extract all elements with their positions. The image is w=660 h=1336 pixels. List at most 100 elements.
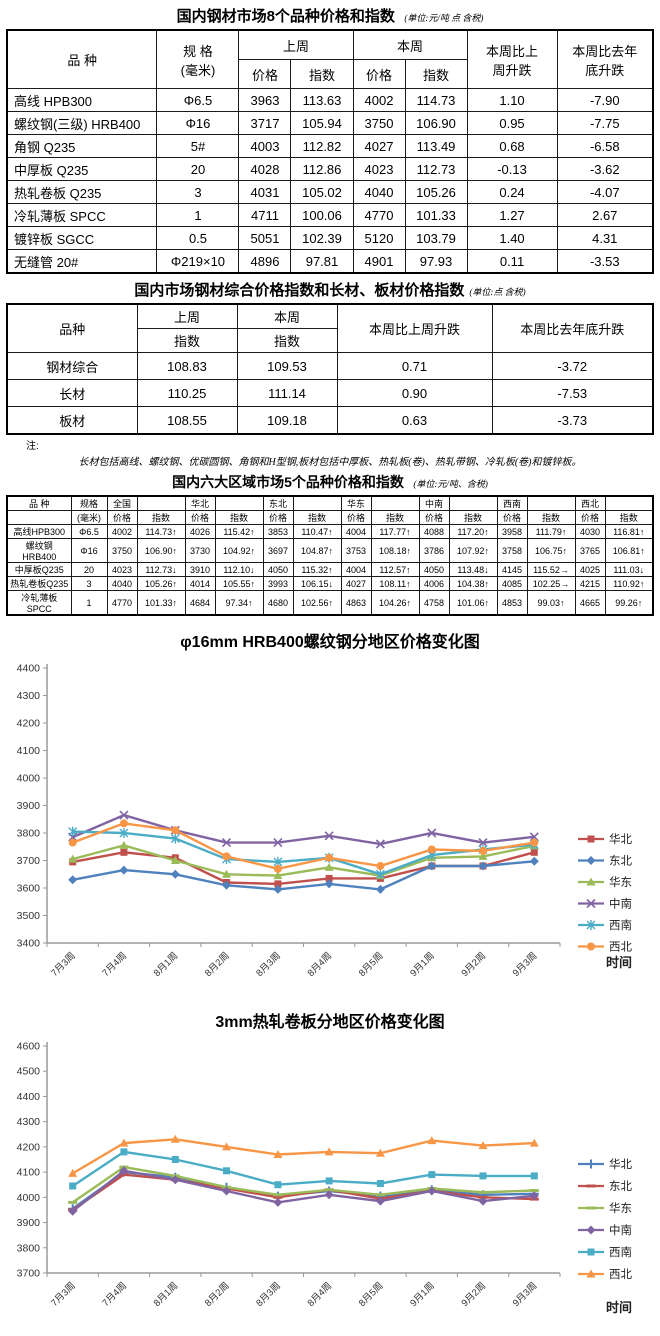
series-line (72, 1173, 535, 1211)
marker-square (223, 1167, 230, 1175)
marker-square (120, 1148, 128, 1156)
legend-label: 华北 (609, 832, 632, 846)
table-cell: 2.67 (556, 203, 654, 227)
marker-diamond (324, 879, 334, 889)
table-cell: 102.25→ (526, 576, 576, 591)
marker-circle (171, 826, 180, 835)
marker-diamond (273, 884, 283, 894)
marker-square (479, 1172, 487, 1180)
marker-diamond (170, 1175, 180, 1185)
table-cell: 107.92↑ (448, 538, 498, 563)
table-row: 指数 指数 (7, 328, 653, 353)
x-tick-label: 8月2周 (203, 1280, 232, 1309)
table-cell: 105.94 (290, 111, 354, 135)
series-line (72, 844, 535, 877)
table-cell: 角钢 Q235 (6, 134, 158, 158)
marker-circle (376, 862, 385, 870)
table-cell: 104.38↑ (448, 576, 498, 591)
table-cell: 4023 (106, 562, 138, 577)
marker-square (428, 1171, 436, 1179)
series-line (71, 1169, 535, 1213)
table-row: 螺纹钢(三级) HRB400 Φ16 3717 105.94 3750 106.90 0.9… (6, 111, 654, 135)
table-cell: 108.18↑ (370, 538, 420, 563)
marker-diamond (529, 1191, 539, 1201)
table-cell: 热轧卷板 Q235 (6, 180, 158, 204)
table-cell: 4770 (352, 203, 406, 227)
marker-square (325, 1177, 333, 1185)
table-cell: 109.53 (236, 352, 338, 380)
x-tick-label: 8月1周 (152, 950, 181, 979)
table-cell: 105.26↑ (136, 576, 186, 591)
table-cell: 4026 (184, 524, 216, 539)
table-cell: 108.83 (136, 352, 238, 380)
marker-triangle (170, 1134, 180, 1143)
table-row: 板材 108.55 109.18 0.63 -3.73 (6, 406, 654, 435)
marker-circle (325, 853, 334, 862)
x-axis-title: 时间 (606, 1300, 632, 1315)
series-line (72, 822, 535, 871)
table-cell: 指数 (526, 510, 576, 525)
marker-triangle (222, 869, 231, 878)
table-cell: 113.63 (290, 88, 354, 112)
table-cell: 0.63 (336, 406, 493, 435)
series-line (72, 1165, 535, 1204)
marker-circle (587, 942, 595, 951)
y-tick-label: 3900 (17, 800, 41, 812)
series-西北 (68, 1134, 539, 1177)
legend-label: 西北 (609, 1268, 632, 1281)
marker-x (375, 839, 385, 849)
table-cell (214, 495, 264, 511)
table-cell: 4050 (418, 562, 450, 577)
table-cell: 4025 (574, 562, 606, 577)
marker-x (586, 898, 596, 909)
table-cell: 106.90 (404, 111, 468, 135)
table-header: 品 种规格 全国 华北 东北 华东 中南 西南 西北 (毫米) 价格 指数 价格 指数 价格 指数 价格 指数价… (6, 495, 654, 525)
y-tick-label: 3700 (17, 855, 41, 867)
table-row: 品 种规格 全国 华北 东北 华东 中南 西南 西北 (6, 495, 654, 511)
table-cell: 3853 (262, 524, 294, 539)
table-cell: 97.93 (404, 249, 468, 274)
x-tick-label: 9月1周 (408, 950, 437, 979)
table-cell: 指数 (604, 510, 654, 525)
table-cell: 117.77↑ (370, 524, 420, 539)
marker-dash (375, 1193, 385, 1197)
table-cell: 103.79 (404, 226, 468, 250)
series-西北 (68, 819, 539, 873)
table-cell: Φ16 (156, 111, 240, 135)
marker-triangle (586, 877, 596, 886)
table-cell: 109.18 (236, 406, 338, 435)
table-cell: 品 种 (6, 495, 72, 511)
marker-asterisk (68, 826, 78, 837)
marker-x (427, 828, 437, 838)
table-cell: 1.10 (466, 88, 558, 112)
table-cell: -6.58 (556, 134, 654, 158)
table-cell: 104.87↑ (292, 538, 342, 563)
table-cell: 113.48↓ (448, 562, 498, 577)
table-cell: 镀锌板 SGCC (6, 226, 158, 250)
table-cell: 西北 (574, 495, 606, 511)
col-lastweek: 上周 (136, 303, 238, 329)
marker-triangle (273, 871, 283, 880)
marker-triangle (68, 854, 78, 863)
table-cell: 价格 (496, 510, 528, 525)
series-line (72, 1150, 535, 1187)
marker-x (324, 831, 334, 841)
y-tick-label: 4200 (17, 718, 41, 730)
y-tick-label: 3700 (17, 1268, 41, 1280)
table-cell: 112.73 (404, 157, 468, 181)
table-cell: 110.92↑ (604, 576, 654, 591)
marker-triangle (119, 840, 129, 849)
table-cell: 106.90↑ (136, 538, 186, 563)
x-tick-label: 8月3周 (254, 1280, 283, 1309)
marker-asterisk (375, 869, 385, 880)
table-cell: 4003 (238, 134, 292, 158)
table-cell: 115.52→ (526, 562, 576, 577)
table-body: 高线 HPB300 Φ6.5 3963 113.63 4002 114.73 1.10 -7.… (6, 88, 654, 274)
rebar-regional-price-chart: 3400 3500 3600 3700 3800 3900 4000 4100 4200 4300… (17, 663, 633, 980)
table-header: 品 种 规 格 (毫米) 上周 本周 本周比上 周升跌 本周比去年 底升跌 价格… (6, 29, 654, 89)
table1-title-text: 国内钢材市场8个品种价格和指数 (176, 8, 395, 25)
hot-rolled-regional-price-chart: 3700 3800 3900 4000 4100 4200 4300 4400 4500 4600… (17, 1041, 633, 1316)
marker-triangle (119, 1138, 129, 1147)
series-中南 (68, 1166, 539, 1216)
y-tick-label: 4000 (17, 1192, 41, 1204)
